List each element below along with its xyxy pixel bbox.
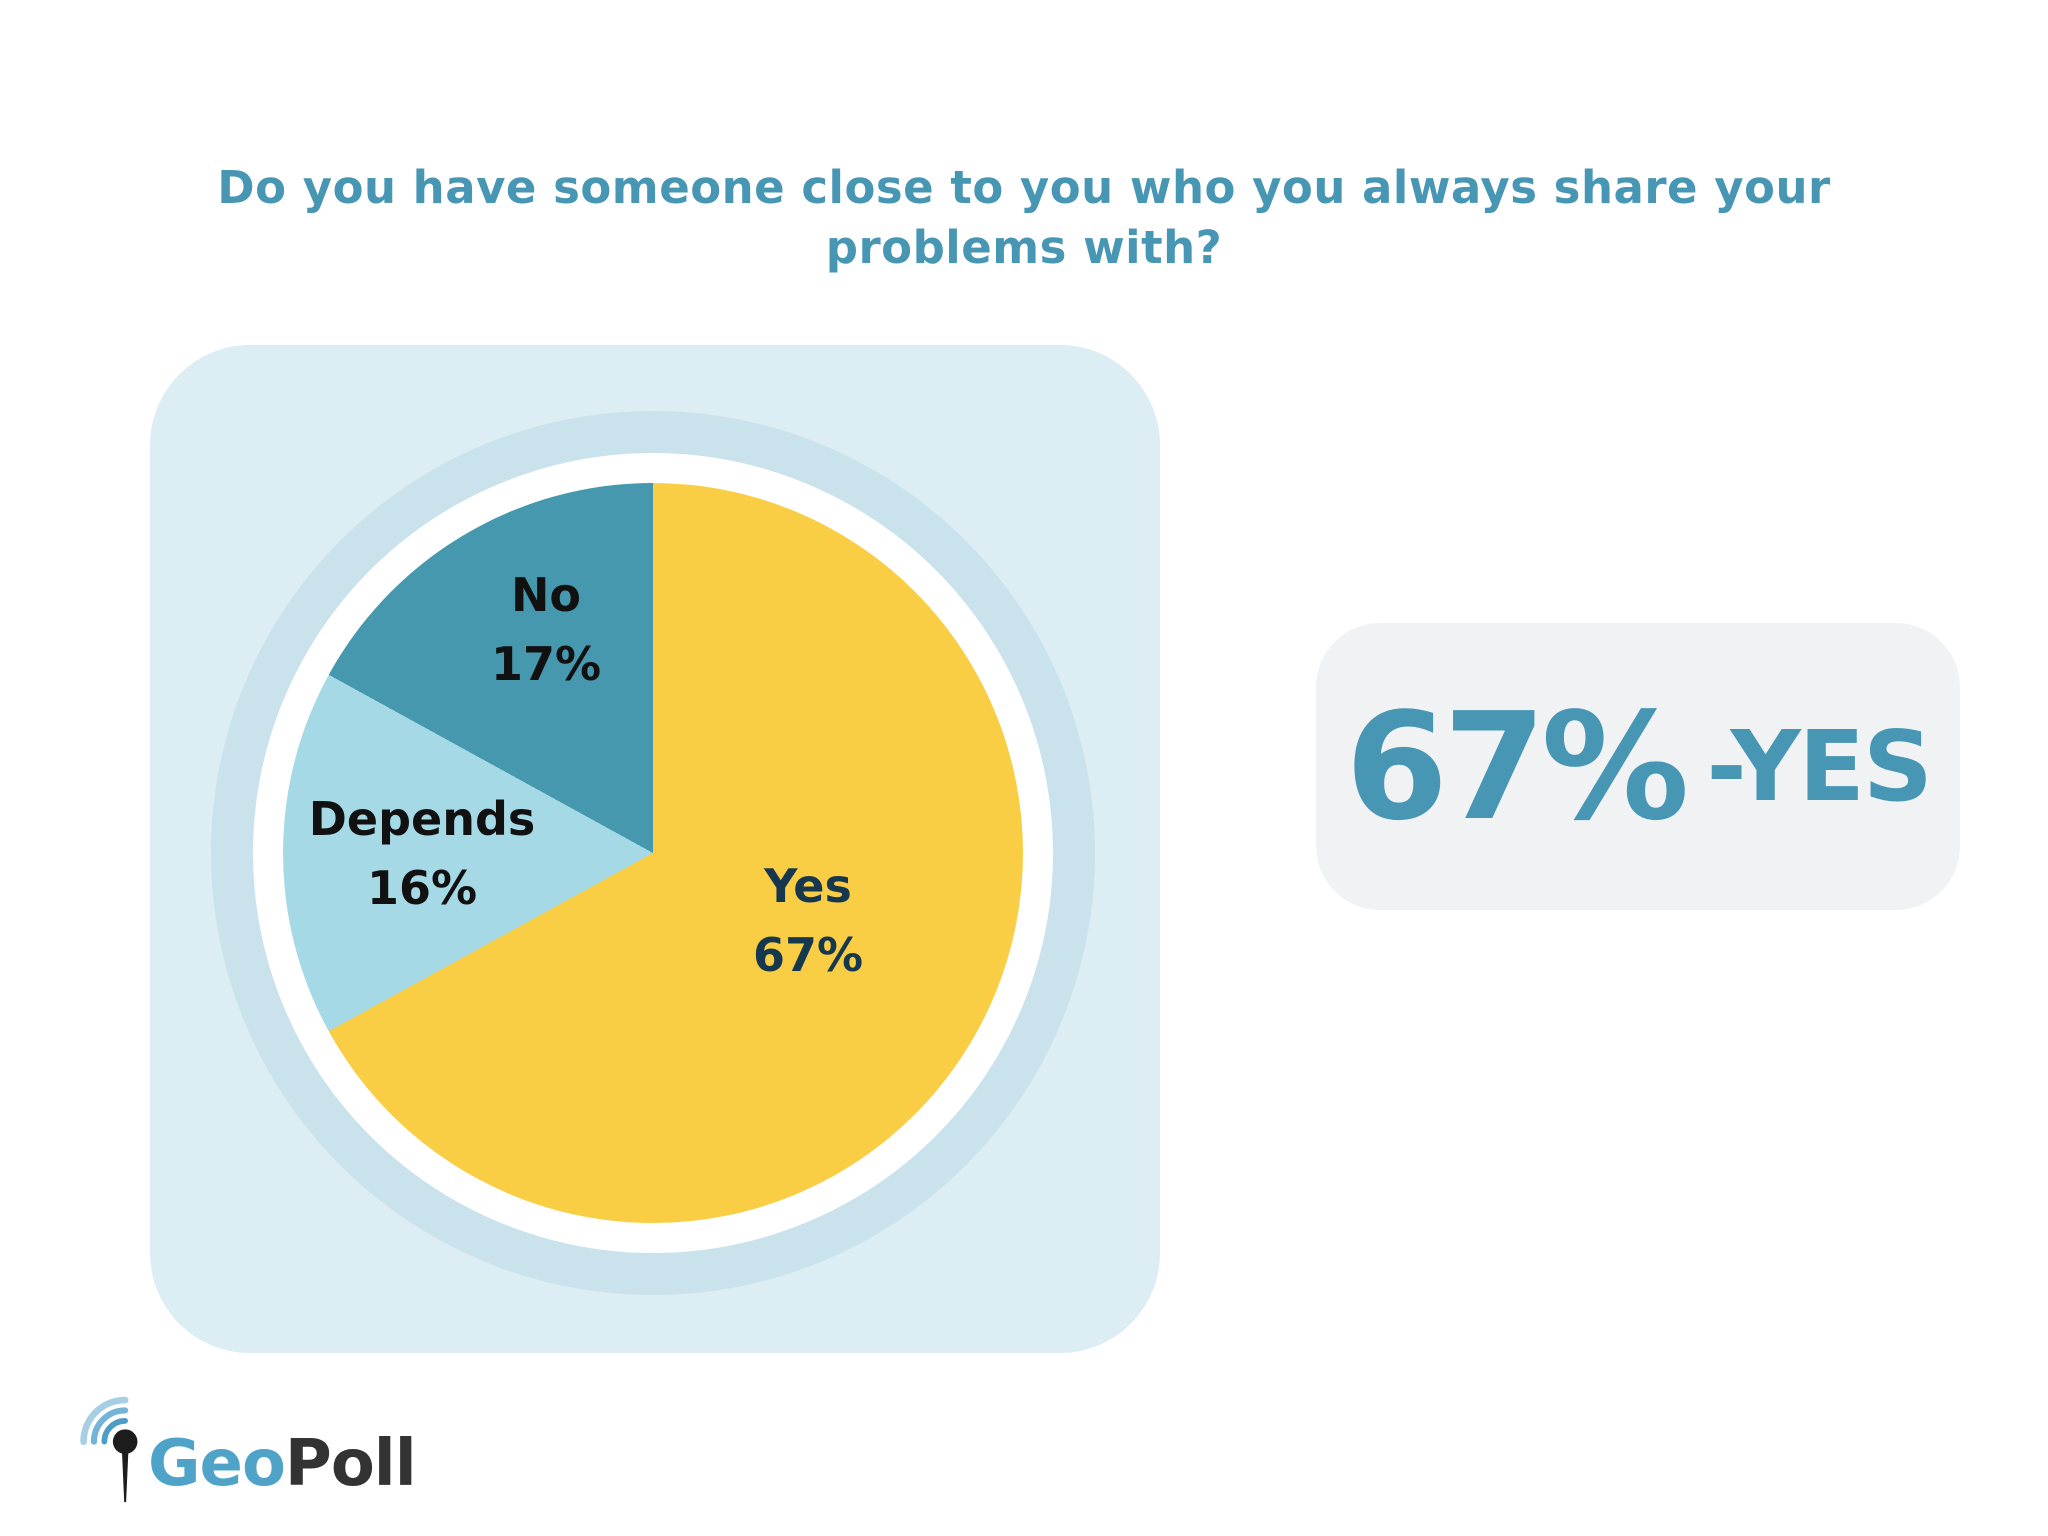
geopoll-logo: GeoPoll (76, 1390, 417, 1510)
pin-head (112, 1429, 138, 1454)
title-line-1: Do you have someone close to you who you… (217, 161, 1831, 214)
slice-value: 17% (490, 637, 602, 691)
slice-label-no: No 17% (426, 561, 666, 699)
chart-card: No 17% Depends 16% Yes 67% (150, 345, 1160, 1353)
slice-name: No (510, 568, 582, 622)
signal-arc-middle (90, 1407, 129, 1445)
slice-label-depends: Depends 16% (282, 785, 562, 923)
signal-arc-inner (101, 1418, 128, 1445)
logo-text-poll: Poll (284, 1427, 417, 1501)
pin-needle (121, 1449, 129, 1503)
callout-suffix: -YES (1706, 710, 1932, 823)
slice-name: Depends (308, 792, 536, 846)
pie-chart: No 17% Depends 16% Yes 67% (283, 483, 1023, 1223)
logo-text: GeoPoll (148, 1432, 417, 1496)
slice-label-yes: Yes 67% (688, 852, 928, 990)
signal-arc-outer (80, 1396, 129, 1445)
slice-name: Yes (764, 859, 852, 913)
slice-value: 67% (752, 928, 864, 982)
geopoll-pin-icon (76, 1396, 180, 1510)
page-title: Do you have someone close to you who you… (0, 158, 2048, 279)
slice-value: 16% (366, 861, 478, 915)
callout-percent: 67% (1345, 680, 1689, 853)
logo-text-geo: Geo (148, 1427, 286, 1501)
title-line-2: problems with? (825, 221, 1223, 275)
callout-box: 67% -YES (1316, 623, 1960, 910)
